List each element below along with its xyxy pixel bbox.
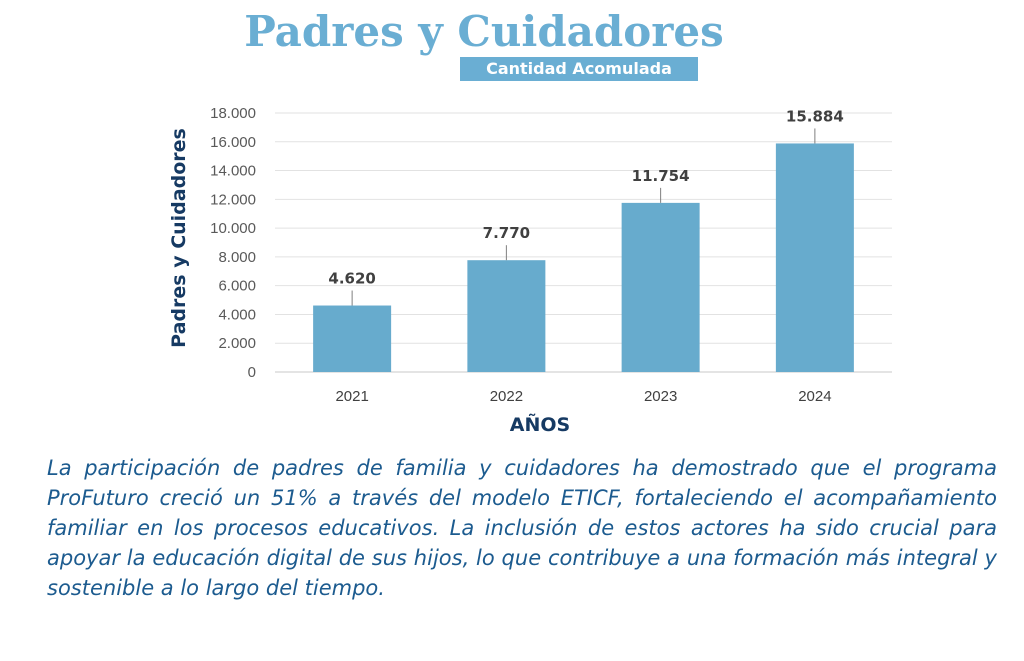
y-tick-label: 12.000: [210, 191, 256, 208]
data-label: 7.770: [483, 224, 530, 242]
bar: [467, 260, 546, 372]
y-tick-label: 10.000: [210, 220, 256, 237]
y-tick-label: 8.000: [218, 249, 256, 266]
chart-caption: La participación de padres de familia y …: [47, 456, 997, 600]
y-tick-label: 4.000: [218, 306, 256, 323]
x-tick-label: 2024: [798, 388, 831, 405]
bar: [621, 202, 700, 372]
data-label: 15.884: [786, 107, 844, 125]
chart-title: Padres y Cuidadores: [244, 7, 724, 56]
data-label: 11.754: [632, 167, 690, 185]
y-axis-label: Padres y Cuidadores: [168, 128, 190, 348]
y-tick-label: 18.000: [210, 105, 256, 122]
x-tick-label: 2021: [335, 388, 368, 405]
bar: [775, 143, 854, 372]
y-tick-label: 0: [248, 364, 256, 381]
x-tick-label: 2023: [644, 388, 677, 405]
x-axis-label: AÑOS: [510, 412, 570, 436]
y-tick-label: 2.000: [218, 335, 256, 352]
x-tick-label: 2022: [490, 388, 523, 405]
data-label: 4.620: [328, 270, 375, 288]
y-tick-label: 16.000: [210, 134, 256, 151]
y-tick-label: 6.000: [218, 278, 256, 295]
bar: [313, 305, 392, 372]
chart-subtitle-badge: Cantidad Acomulada: [460, 57, 698, 81]
y-tick-label: 14.000: [210, 163, 256, 180]
